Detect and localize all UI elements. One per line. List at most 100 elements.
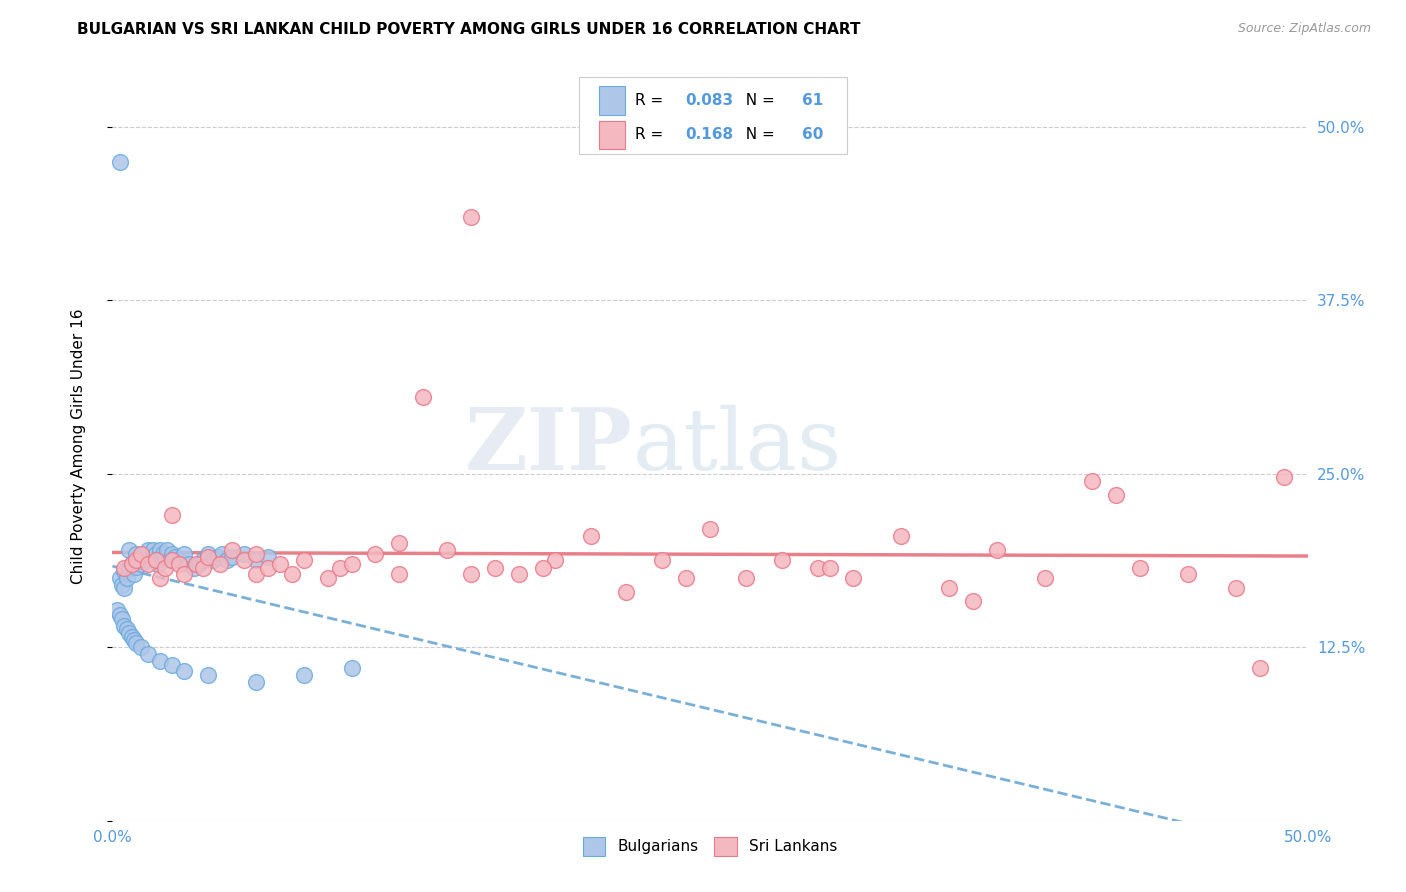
Point	[292, 553, 315, 567]
Point	[388, 536, 411, 550]
Point	[138, 647, 160, 661]
Point	[114, 581, 135, 595]
Point	[1225, 581, 1247, 595]
Point	[233, 547, 256, 561]
Point	[1272, 469, 1295, 483]
Text: 0.168: 0.168	[685, 128, 733, 143]
Point	[938, 581, 960, 595]
Point	[152, 547, 174, 561]
Point	[807, 561, 830, 575]
Point	[436, 543, 458, 558]
Text: 60: 60	[801, 128, 824, 143]
Point	[162, 508, 183, 523]
Point	[1033, 571, 1056, 585]
Text: N =: N =	[737, 93, 780, 108]
Point	[129, 557, 152, 571]
Point	[197, 549, 219, 564]
Point	[579, 529, 602, 543]
Point	[156, 543, 179, 558]
Point	[111, 612, 134, 626]
Point	[108, 608, 131, 623]
Point	[842, 571, 865, 585]
Point	[1081, 474, 1104, 488]
Point	[735, 571, 758, 585]
Point	[329, 561, 352, 575]
FancyBboxPatch shape	[579, 78, 848, 153]
Point	[675, 571, 697, 585]
Point	[162, 658, 183, 673]
Point	[135, 553, 157, 567]
Text: ZIP: ZIP	[464, 404, 633, 488]
Point	[108, 571, 131, 585]
Point	[531, 561, 554, 575]
Point	[122, 633, 145, 648]
Point	[388, 566, 411, 581]
Text: R =: R =	[634, 128, 668, 143]
Point	[169, 557, 191, 571]
Point	[153, 549, 176, 564]
Point	[460, 210, 482, 224]
Point	[257, 561, 280, 575]
Point	[651, 553, 673, 567]
Text: N =: N =	[737, 128, 780, 143]
Point	[121, 631, 143, 645]
Point	[132, 547, 155, 561]
Point	[201, 553, 224, 567]
Point	[114, 561, 135, 575]
FancyBboxPatch shape	[599, 120, 626, 149]
Point	[114, 564, 135, 578]
Point	[139, 549, 162, 564]
Text: 0.083: 0.083	[685, 93, 733, 108]
Point	[197, 668, 219, 682]
Point	[207, 549, 229, 564]
Point	[125, 553, 148, 567]
Point	[115, 571, 138, 585]
Point	[149, 571, 172, 585]
Point	[257, 549, 280, 564]
Point	[484, 561, 506, 575]
Point	[149, 654, 172, 668]
Point	[145, 553, 167, 567]
Point	[1177, 566, 1199, 581]
Text: Source: ZipAtlas.com: Source: ZipAtlas.com	[1237, 22, 1371, 36]
Point	[233, 553, 256, 567]
Point	[460, 566, 482, 581]
Point	[340, 661, 363, 675]
Point	[818, 561, 841, 575]
Point	[292, 668, 315, 682]
Point	[121, 557, 143, 571]
Point	[186, 557, 208, 571]
Point	[114, 619, 135, 633]
Point	[125, 636, 148, 650]
Point	[121, 557, 143, 571]
Point	[245, 547, 267, 561]
Point	[118, 543, 141, 558]
Point	[177, 557, 200, 571]
Point	[125, 547, 148, 561]
Point	[1249, 661, 1271, 675]
Point	[159, 553, 181, 567]
Point	[105, 603, 128, 617]
Point	[508, 566, 530, 581]
Text: 61: 61	[801, 93, 824, 108]
Point	[145, 547, 167, 561]
Point	[162, 553, 183, 567]
Point	[142, 543, 165, 558]
Point	[616, 584, 638, 599]
Point	[986, 543, 1008, 558]
Point	[149, 543, 172, 558]
Point	[129, 640, 152, 655]
Point	[138, 543, 160, 558]
Point	[193, 561, 215, 575]
Point	[146, 557, 169, 571]
Point	[245, 674, 267, 689]
Point	[111, 578, 134, 592]
Point	[118, 626, 141, 640]
Point	[699, 522, 721, 536]
Point	[245, 566, 267, 581]
Point	[245, 553, 267, 567]
Point	[122, 566, 145, 581]
Point	[193, 553, 215, 567]
Text: BULGARIAN VS SRI LANKAN CHILD POVERTY AMONG GIRLS UNDER 16 CORRELATION CHART: BULGARIAN VS SRI LANKAN CHILD POVERTY AM…	[77, 22, 860, 37]
Point	[211, 547, 233, 561]
